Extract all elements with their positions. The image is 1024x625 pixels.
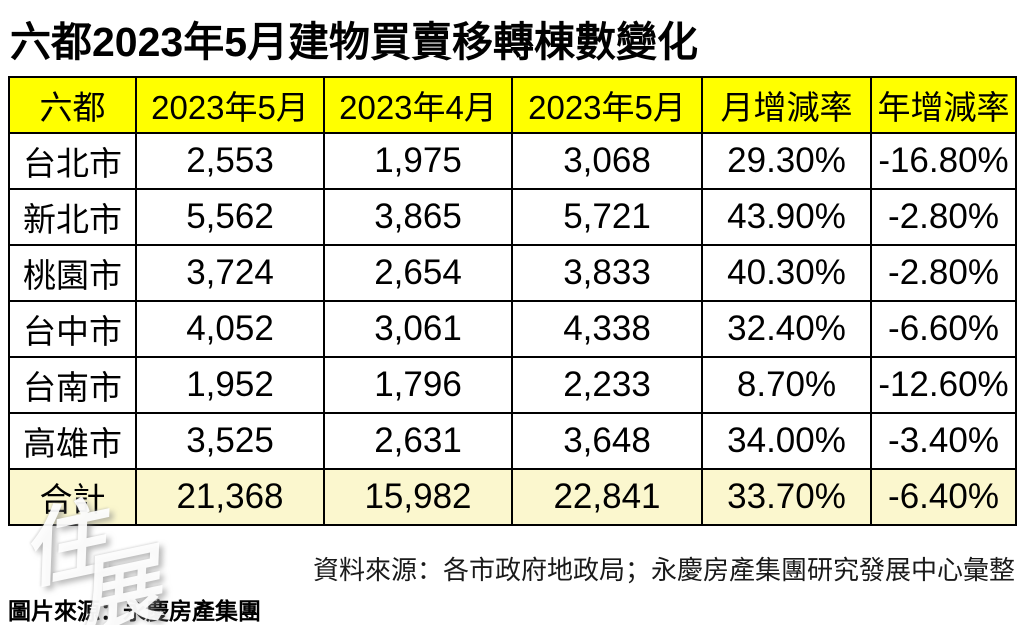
value-2023-04: 3,061 [323,300,513,358]
value-prior-05: 5,721 [511,188,703,246]
page-title: 六都2023年5月建物買賣移轉棟數變化 [10,19,699,65]
value-mom: 43.90% [701,188,872,246]
table-row-kaohsiung: 高雄市 3,525 2,631 3,648 34.00% -3.40% [8,412,1017,470]
city-name: 桃園市 [8,244,137,302]
column-header-yoy: 年增減率 [870,76,1017,134]
column-header-prior-05: 2023年5月 [511,76,703,134]
city-transactions-table: 六都 2023年5月 2023年4月 2023年5月 月增減率 年增減率 台北市… [8,76,1017,526]
value-mom: 32.40% [701,300,872,358]
value-2023-04: 2,631 [323,412,513,470]
column-header-mom: 月增減率 [701,76,872,134]
table-row-new-taipei: 新北市 5,562 3,865 5,721 43.90% -2.80% [8,188,1017,246]
city-name: 高雄市 [8,412,137,470]
value-2023-04: 1,796 [323,356,513,414]
total-mom: 33.70% [701,468,872,526]
table-row-taipei: 台北市 2,553 1,975 3,068 29.30% -16.80% [8,132,1017,190]
total-2023-05: 21,368 [135,468,325,526]
data-source-note: 資料來源：各市政府地政局；永慶房產集團研究發展中心彙整 [312,555,1015,585]
total-yoy: -6.40% [870,468,1017,526]
value-prior-05: 4,338 [511,300,703,358]
value-prior-05: 3,068 [511,132,703,190]
value-2023-05: 3,724 [135,244,325,302]
value-yoy: -3.40% [870,412,1017,470]
value-mom: 40.30% [701,244,872,302]
table-row-tainan: 台南市 1,952 1,796 2,233 8.70% -12.60% [8,356,1017,414]
value-yoy: -12.60% [870,356,1017,414]
value-mom: 29.30% [701,132,872,190]
value-prior-05: 3,648 [511,412,703,470]
city-name: 新北市 [8,188,137,246]
total-prior-05: 22,841 [511,468,703,526]
value-yoy: -2.80% [870,244,1017,302]
city-name: 台北市 [8,132,137,190]
value-mom: 8.70% [701,356,872,414]
city-name: 台中市 [8,300,137,358]
table-header-row: 六都 2023年5月 2023年4月 2023年5月 月增減率 年增減率 [8,76,1017,134]
value-2023-05: 5,562 [135,188,325,246]
image-credit: 圖片來源：永慶房產集團 [8,598,261,624]
value-yoy: -16.80% [870,132,1017,190]
value-2023-05: 3,525 [135,412,325,470]
value-2023-04: 1,975 [323,132,513,190]
value-prior-05: 3,833 [511,244,703,302]
value-2023-04: 3,865 [323,188,513,246]
city-name: 台南市 [8,356,137,414]
column-header-city: 六都 [8,76,137,134]
value-2023-05: 4,052 [135,300,325,358]
table-row-total: 合計 21,368 15,982 22,841 33.70% -6.40% [8,468,1017,526]
total-label: 合計 [8,468,137,526]
total-2023-04: 15,982 [323,468,513,526]
value-2023-05: 1,952 [135,356,325,414]
value-2023-05: 2,553 [135,132,325,190]
value-mom: 34.00% [701,412,872,470]
value-yoy: -2.80% [870,188,1017,246]
value-prior-05: 2,233 [511,356,703,414]
column-header-2023-04: 2023年4月 [323,76,513,134]
column-header-2023-05: 2023年5月 [135,76,325,134]
table-row-taichung: 台中市 4,052 3,061 4,338 32.40% -6.60% [8,300,1017,358]
value-yoy: -6.60% [870,300,1017,358]
table-row-taoyuan: 桃園市 3,724 2,654 3,833 40.30% -2.80% [8,244,1017,302]
value-2023-04: 2,654 [323,244,513,302]
